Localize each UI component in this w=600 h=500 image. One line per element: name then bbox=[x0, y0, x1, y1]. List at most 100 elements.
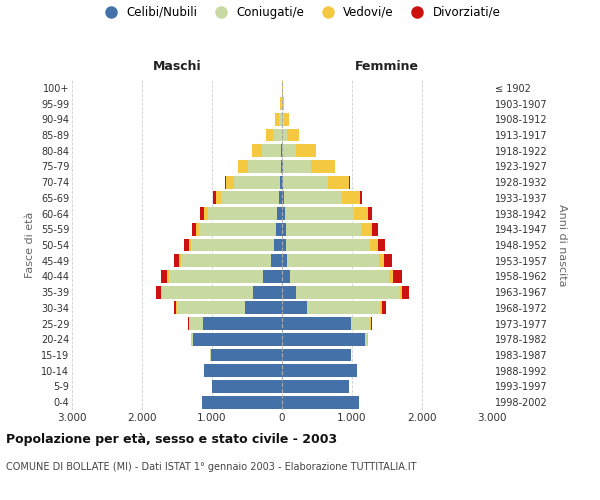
Bar bbox=[368, 207, 372, 220]
Bar bbox=[278, 192, 282, 204]
Bar bbox=[203, 317, 282, 330]
Text: Maschi: Maschi bbox=[152, 60, 202, 72]
Bar bbox=[311, 160, 335, 173]
Bar bbox=[277, 207, 282, 220]
Bar bbox=[271, 254, 282, 267]
Bar bbox=[214, 192, 215, 204]
Bar bbox=[275, 113, 279, 126]
Bar bbox=[283, 97, 284, 110]
Text: COMUNE DI BOLLATE (MI) - Dati ISTAT 1° gennaio 2003 - Elaborazione TUTTITALIA.IT: COMUNE DI BOLLATE (MI) - Dati ISTAT 1° g… bbox=[6, 462, 416, 472]
Bar bbox=[212, 380, 282, 393]
Bar bbox=[282, 192, 284, 204]
Bar bbox=[370, 317, 371, 330]
Bar bbox=[167, 270, 169, 283]
Legend: Celibi/Nubili, Coniugati/e, Vedovi/e, Divorziati/e: Celibi/Nubili, Coniugati/e, Vedovi/e, Di… bbox=[99, 6, 501, 19]
Bar bbox=[354, 207, 368, 220]
Bar bbox=[226, 176, 234, 188]
Bar bbox=[282, 302, 307, 314]
Bar bbox=[284, 192, 342, 204]
Bar bbox=[174, 254, 179, 267]
Bar bbox=[370, 238, 378, 252]
Bar bbox=[296, 144, 316, 157]
Bar bbox=[179, 254, 181, 267]
Bar bbox=[155, 286, 161, 298]
Bar bbox=[282, 128, 287, 141]
Bar bbox=[188, 238, 191, 252]
Bar bbox=[238, 160, 248, 173]
Bar bbox=[384, 254, 392, 267]
Bar bbox=[286, 238, 370, 252]
Bar bbox=[307, 302, 380, 314]
Bar bbox=[262, 144, 281, 157]
Bar bbox=[191, 333, 193, 345]
Bar bbox=[282, 176, 283, 188]
Y-axis label: Fasce di età: Fasce di età bbox=[25, 212, 35, 278]
Bar bbox=[280, 97, 281, 110]
Bar bbox=[296, 286, 400, 298]
Bar bbox=[176, 302, 177, 314]
Bar bbox=[184, 238, 188, 252]
Bar bbox=[208, 207, 277, 220]
Bar bbox=[282, 160, 283, 173]
Bar bbox=[169, 270, 263, 283]
Bar bbox=[389, 270, 394, 283]
Bar bbox=[187, 317, 188, 330]
Bar bbox=[276, 223, 282, 235]
Bar bbox=[285, 207, 354, 220]
Bar bbox=[350, 317, 370, 330]
Bar bbox=[281, 144, 282, 157]
Bar bbox=[273, 128, 281, 141]
Bar bbox=[200, 207, 203, 220]
Bar bbox=[279, 113, 282, 126]
Bar bbox=[161, 270, 167, 283]
Bar bbox=[290, 270, 389, 283]
Bar bbox=[282, 396, 359, 408]
Bar bbox=[280, 176, 282, 188]
Bar bbox=[379, 254, 384, 267]
Text: Femmine: Femmine bbox=[355, 60, 419, 72]
Bar bbox=[282, 254, 287, 267]
Bar bbox=[371, 317, 372, 330]
Bar bbox=[284, 113, 289, 126]
Bar bbox=[283, 144, 296, 157]
Bar bbox=[328, 176, 349, 188]
Bar bbox=[403, 286, 409, 298]
Bar bbox=[282, 223, 286, 235]
Bar bbox=[282, 333, 365, 345]
Bar bbox=[274, 238, 282, 252]
Bar bbox=[215, 192, 221, 204]
Bar bbox=[252, 144, 262, 157]
Bar bbox=[221, 192, 278, 204]
Bar bbox=[196, 223, 199, 235]
Bar bbox=[394, 270, 402, 283]
Bar bbox=[204, 364, 282, 377]
Bar bbox=[234, 176, 280, 188]
Bar bbox=[282, 317, 350, 330]
Bar bbox=[211, 348, 282, 362]
Bar bbox=[282, 364, 357, 377]
Bar bbox=[282, 113, 284, 126]
Bar bbox=[361, 223, 372, 235]
Bar bbox=[287, 254, 379, 267]
Bar bbox=[203, 207, 208, 220]
Text: Popolazione per età, sesso e stato civile - 2003: Popolazione per età, sesso e stato civil… bbox=[6, 432, 337, 446]
Bar bbox=[382, 302, 386, 314]
Bar bbox=[191, 238, 274, 252]
Bar bbox=[287, 128, 299, 141]
Bar bbox=[283, 160, 311, 173]
Bar bbox=[281, 97, 282, 110]
Bar bbox=[283, 176, 328, 188]
Bar bbox=[202, 396, 282, 408]
Bar bbox=[162, 286, 253, 298]
Bar bbox=[372, 223, 377, 235]
Bar bbox=[380, 302, 382, 314]
Bar bbox=[189, 317, 203, 330]
Bar bbox=[349, 176, 350, 188]
Bar bbox=[253, 286, 282, 298]
Bar bbox=[266, 128, 273, 141]
Bar bbox=[192, 223, 196, 235]
Bar bbox=[177, 302, 245, 314]
Bar bbox=[193, 333, 282, 345]
Bar bbox=[282, 270, 290, 283]
Bar bbox=[282, 238, 286, 252]
